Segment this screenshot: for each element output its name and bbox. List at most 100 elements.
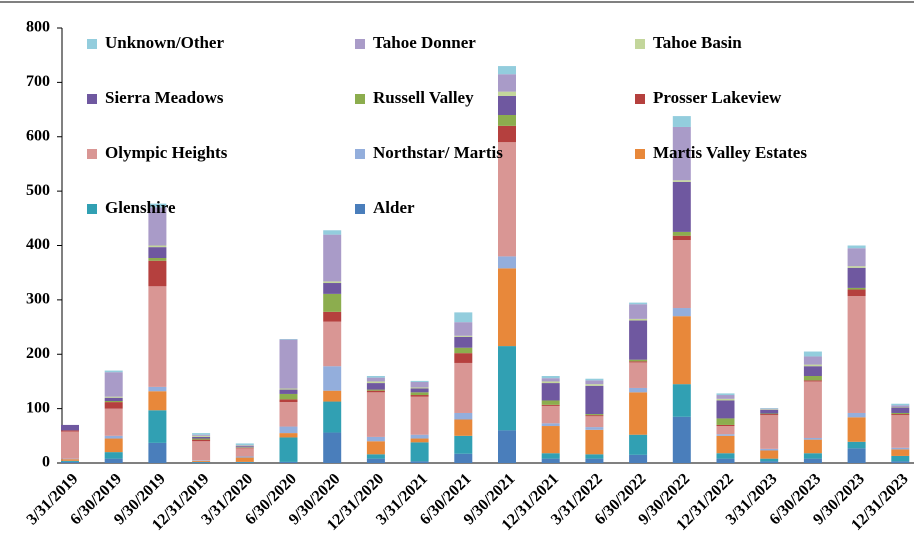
bar-segment bbox=[716, 435, 735, 454]
bar-segment bbox=[366, 458, 385, 463]
bar-segment bbox=[498, 91, 516, 96]
bar-segment bbox=[803, 439, 822, 454]
bar-segment bbox=[235, 445, 254, 446]
bar-segment bbox=[323, 281, 342, 284]
bar-segment bbox=[104, 458, 123, 463]
bar-segment bbox=[410, 442, 429, 462]
bar-segment bbox=[192, 434, 211, 436]
bar-segment bbox=[803, 458, 822, 463]
legend-swatch bbox=[87, 149, 97, 159]
bar-segment bbox=[366, 389, 385, 391]
bar-segment bbox=[629, 359, 648, 362]
bar-segment bbox=[235, 462, 254, 463]
bar-segment bbox=[716, 426, 735, 435]
legend-swatch bbox=[87, 94, 97, 104]
bar-segment bbox=[323, 401, 342, 433]
bar-segment bbox=[498, 268, 516, 347]
bar-segment bbox=[410, 388, 429, 393]
bar-segment bbox=[891, 455, 910, 462]
y-tick-label: 500 bbox=[26, 182, 50, 199]
bar-segment bbox=[891, 407, 910, 413]
bar-segment bbox=[148, 247, 167, 259]
bar-segment bbox=[454, 322, 473, 336]
bar-segment bbox=[235, 447, 254, 448]
legend-swatch bbox=[635, 39, 645, 49]
y-tick-label: 600 bbox=[26, 127, 50, 144]
bar-segment bbox=[891, 406, 910, 408]
bar-segment bbox=[803, 380, 822, 382]
legend-label: Russell Valley bbox=[373, 88, 474, 107]
bar-segment bbox=[716, 453, 735, 459]
bar-segment bbox=[410, 438, 429, 443]
bar-segment bbox=[629, 362, 648, 388]
bar-segment bbox=[192, 436, 211, 439]
bar-segment bbox=[366, 390, 385, 393]
bar-segment bbox=[192, 462, 211, 463]
bar-segment bbox=[847, 289, 866, 297]
bar-segment bbox=[847, 287, 866, 290]
bar-segment bbox=[672, 231, 691, 236]
legend-swatch bbox=[355, 204, 365, 214]
bar-segment bbox=[803, 437, 822, 440]
bar-segment bbox=[891, 405, 910, 407]
bar-segment bbox=[803, 376, 822, 381]
bar-segment bbox=[847, 248, 866, 267]
bar-segment bbox=[148, 245, 167, 248]
bar-segment bbox=[585, 414, 604, 416]
bar-segment bbox=[454, 353, 473, 363]
bar-segment bbox=[716, 395, 735, 399]
bar-segment bbox=[629, 434, 648, 455]
legend-label: Northstar/ Martis bbox=[373, 143, 503, 162]
bar-segment bbox=[148, 207, 167, 246]
bar-segment bbox=[61, 458, 79, 460]
bar-segment bbox=[104, 408, 123, 436]
bar-segment bbox=[454, 435, 473, 454]
legend-swatch bbox=[87, 39, 97, 49]
bar-segment bbox=[454, 412, 473, 420]
bar-segment bbox=[323, 293, 342, 312]
legend-swatch bbox=[355, 149, 365, 159]
bar-segment bbox=[585, 378, 604, 381]
y-tick-label: 200 bbox=[26, 345, 50, 362]
bar-segment bbox=[104, 370, 123, 373]
bar-segment bbox=[61, 459, 79, 461]
bar-segment bbox=[410, 392, 429, 396]
bar-segment bbox=[760, 408, 779, 409]
bar-segment bbox=[803, 453, 822, 459]
bar-segment bbox=[629, 454, 648, 463]
bar-segment bbox=[541, 383, 560, 401]
legend-label: Prosser Lakeview bbox=[653, 88, 782, 107]
bar-segment bbox=[148, 258, 167, 261]
bar-segment bbox=[192, 439, 211, 442]
bar-segment bbox=[235, 447, 254, 449]
bar-segment bbox=[672, 240, 691, 309]
bar-segment bbox=[235, 443, 254, 446]
bar-segment bbox=[279, 402, 298, 427]
bar-segment bbox=[629, 387, 648, 393]
bar-segment bbox=[104, 397, 123, 402]
bar-segment bbox=[498, 125, 516, 143]
bar-segment bbox=[672, 416, 691, 463]
bar-segment bbox=[760, 448, 779, 451]
bar-segment bbox=[891, 414, 910, 416]
bar-segment bbox=[847, 267, 866, 288]
bar-segment bbox=[541, 453, 560, 459]
bar-segment bbox=[760, 409, 779, 410]
bar-segment bbox=[366, 436, 385, 442]
legend-swatch bbox=[635, 94, 645, 104]
legend-label: Tahoe Donner bbox=[373, 33, 476, 52]
bar-segment bbox=[192, 460, 211, 461]
bar-segment bbox=[454, 362, 473, 413]
bar-segment bbox=[410, 461, 429, 463]
bar-segment bbox=[716, 398, 735, 401]
bar-segment bbox=[585, 458, 604, 463]
bar-segment bbox=[672, 384, 691, 417]
bar-segment bbox=[148, 386, 167, 392]
bar-segment bbox=[279, 461, 298, 463]
bar-segment bbox=[498, 95, 516, 115]
bar-segment bbox=[454, 335, 473, 337]
bar-segment bbox=[410, 434, 429, 439]
bar-segment bbox=[760, 461, 779, 463]
bar-segment bbox=[235, 457, 254, 462]
